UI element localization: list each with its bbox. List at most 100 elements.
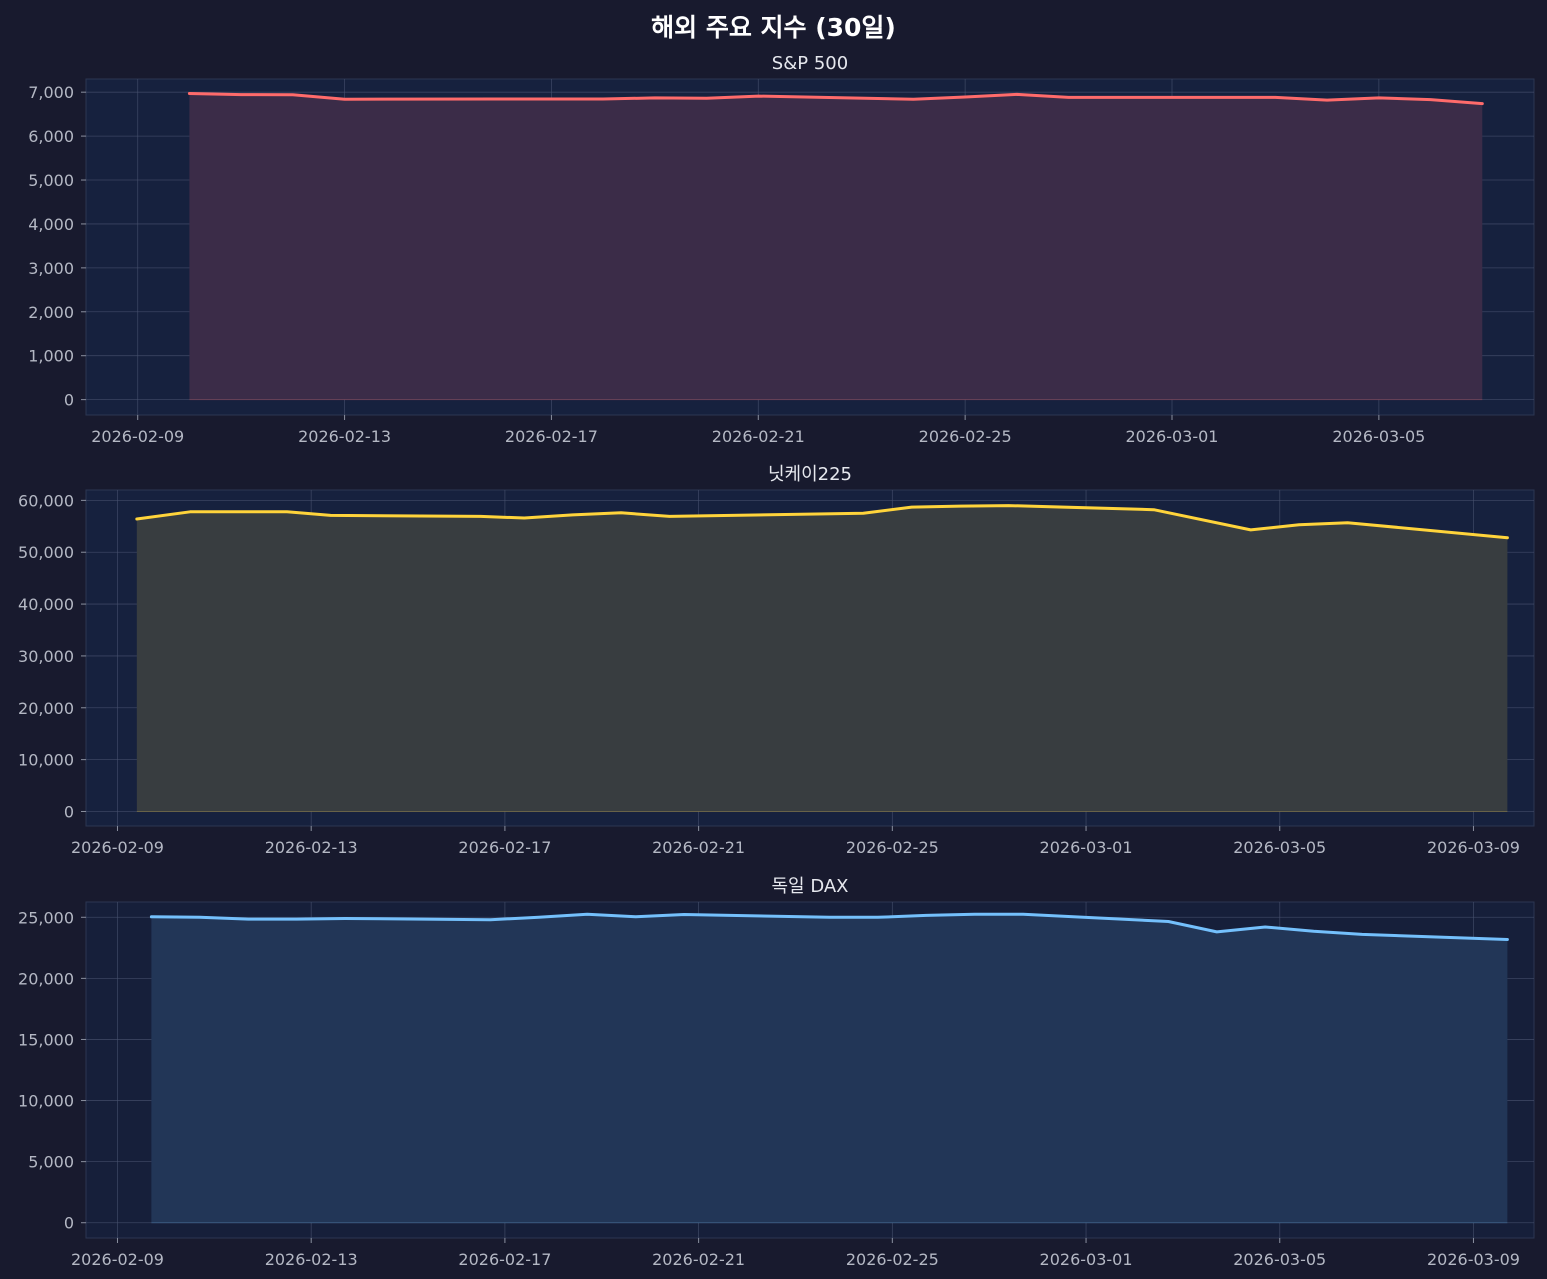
- area-fill-nikkei225: [136, 505, 1508, 812]
- y-tick-label: 3,000: [28, 259, 74, 278]
- x-tick-label: 2026-02-13: [265, 838, 358, 857]
- data-point: [479, 514, 483, 518]
- y-tick-label: 0: [64, 1214, 74, 1233]
- data-point: [1249, 528, 1253, 532]
- data-point: [653, 96, 657, 100]
- area-fill-sp500: [189, 93, 1483, 400]
- data-point: [924, 913, 928, 917]
- y-tick-label: 60,000: [18, 491, 74, 510]
- data-point: [1429, 98, 1433, 102]
- data-point: [973, 912, 977, 916]
- x-tick-label: 2026-03-05: [1332, 427, 1425, 446]
- y-tick-label: 1,000: [28, 347, 74, 366]
- y-tick-label: 4,000: [28, 215, 74, 234]
- data-point: [601, 97, 605, 101]
- data-point: [537, 915, 541, 919]
- data-point: [549, 97, 553, 101]
- data-point: [861, 511, 865, 515]
- data-point: [911, 97, 915, 101]
- data-point: [705, 96, 709, 100]
- data-point: [1312, 929, 1316, 933]
- data-point: [1215, 930, 1219, 934]
- data-point: [1325, 98, 1329, 102]
- y-tick-label: 40,000: [18, 595, 74, 614]
- data-point: [1273, 95, 1277, 99]
- data-point: [329, 513, 333, 517]
- chart-title-sp500: S&P 500: [772, 53, 848, 74]
- y-tick-label: 0: [64, 802, 74, 821]
- chart-panel-sp500: S&P 500 0 1,000 2,000 3,000 4,000 5,000 6,000 7,…: [28, 53, 1535, 446]
- data-point: [1021, 912, 1025, 916]
- data-point: [522, 516, 526, 520]
- x-tick-label: 2026-02-09: [91, 427, 184, 446]
- x-tick-label: 2026-02-25: [846, 1250, 939, 1269]
- x-tick-label: 2026-02-17: [505, 427, 598, 446]
- series-line-nikkei225: [135, 504, 1509, 540]
- x-tick-label: 2026-03-09: [1427, 838, 1520, 857]
- x-tick-label: 2026-02-13: [265, 1250, 358, 1269]
- data-point: [239, 93, 243, 97]
- x-tick-label: 2026-02-21: [652, 1250, 745, 1269]
- y-tick-label: 5,000: [28, 171, 74, 190]
- x-tick-label: 2026-02-21: [712, 427, 805, 446]
- data-point: [1166, 920, 1170, 924]
- y-tick-label: 5,000: [28, 1153, 74, 1172]
- x-tick-label: 2026-02-17: [458, 1250, 551, 1269]
- data-point: [1360, 932, 1364, 936]
- x-tick-label: 2026-02-17: [458, 838, 551, 857]
- y-tick-label: 7,000: [28, 83, 74, 102]
- data-point: [682, 913, 686, 917]
- data-point: [1222, 95, 1226, 99]
- data-point: [1377, 96, 1381, 100]
- data-point: [585, 912, 589, 916]
- data-point: [498, 97, 502, 101]
- data-point: [1297, 523, 1301, 527]
- data-point: [876, 915, 880, 919]
- x-tick-label: 2026-02-13: [298, 427, 391, 446]
- data-point: [827, 915, 831, 919]
- data-point: [187, 92, 191, 96]
- data-point: [1346, 521, 1350, 525]
- data-point: [291, 93, 295, 97]
- data-point: [1505, 536, 1509, 540]
- x-tick-label: 2026-03-05: [1233, 1250, 1326, 1269]
- data-point: [285, 510, 289, 514]
- data-point: [188, 510, 192, 514]
- x-tick-label: 2026-02-25: [846, 838, 939, 857]
- x-tick-label: 2026-02-09: [71, 1250, 164, 1269]
- y-tick-label: 50,000: [18, 543, 74, 562]
- y-tick-label: 30,000: [18, 647, 74, 666]
- data-point: [1152, 508, 1156, 512]
- y-tick-label: 0: [64, 391, 74, 410]
- x-tick-label: 2026-02-21: [652, 838, 745, 857]
- x-tick-label: 2026-03-01: [1126, 427, 1219, 446]
- y-tick-label: 2,000: [28, 303, 74, 322]
- y-tick-label: 20,000: [18, 699, 74, 718]
- data-point: [135, 517, 139, 521]
- series-line-dax: [149, 912, 1509, 941]
- data-point: [488, 918, 492, 922]
- chart-panel-dax: 독일 DAX 0 5,000 10,000 15,000 20,000 25,000 2026…: [18, 876, 1535, 1269]
- x-tick-label: 2026-03-05: [1233, 838, 1326, 857]
- data-point: [1118, 95, 1122, 99]
- y-tick-label: 15,000: [18, 1030, 74, 1049]
- chart-panel-nikkei225: 닛케이225 0 10,000 20,000 30,000 40,000 50,000 60,…: [18, 464, 1535, 857]
- area-fill-dax: [151, 914, 1508, 1223]
- data-point: [198, 915, 202, 919]
- x-tick-label: 2026-02-25: [919, 427, 1012, 446]
- data-point: [1015, 92, 1019, 96]
- x-tick-label: 2026-03-01: [1040, 838, 1133, 857]
- y-tick-label: 10,000: [18, 1092, 74, 1111]
- data-point: [1067, 95, 1071, 99]
- data-point: [246, 917, 250, 921]
- series-line-sp500: [187, 92, 1484, 106]
- data-point: [343, 917, 347, 921]
- chart-title-dax: 독일 DAX: [771, 876, 848, 897]
- data-point: [1263, 925, 1267, 929]
- y-tick-label: 6,000: [28, 127, 74, 146]
- x-tick-label: 2026-02-09: [71, 838, 164, 857]
- data-point: [619, 511, 623, 515]
- data-point: [1480, 102, 1484, 106]
- data-point: [295, 917, 299, 921]
